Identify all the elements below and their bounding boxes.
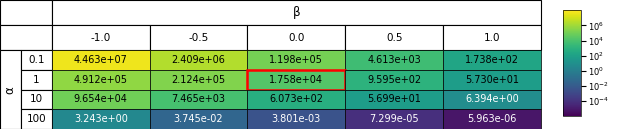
Text: 1.738e+02: 1.738e+02 [465, 55, 519, 65]
Text: 1: 1 [33, 75, 40, 85]
Text: 3.801e-03: 3.801e-03 [272, 114, 321, 124]
Bar [52, 90, 150, 109]
Bar [0, 25, 52, 50]
Bar [52, 0, 541, 25]
Text: 4.912e+05: 4.912e+05 [74, 75, 128, 85]
Bar [345, 90, 443, 109]
Bar [443, 109, 541, 129]
Bar [345, 109, 443, 129]
Text: 3.243e+00: 3.243e+00 [74, 114, 128, 124]
Text: 6.073e+02: 6.073e+02 [269, 94, 323, 104]
Bar [150, 70, 248, 90]
Bar [150, 90, 248, 109]
Bar [20, 90, 52, 109]
Bar [248, 25, 345, 50]
Text: 3.745e-02: 3.745e-02 [174, 114, 223, 124]
Bar [52, 50, 150, 70]
Text: 5.699e+01: 5.699e+01 [367, 94, 421, 104]
Bar [20, 109, 52, 129]
Text: 7.465e+03: 7.465e+03 [172, 94, 225, 104]
Bar [150, 109, 248, 129]
Text: 9.654e+04: 9.654e+04 [74, 94, 128, 104]
Bar [52, 25, 150, 50]
Bar [443, 25, 541, 50]
Text: 2.124e+05: 2.124e+05 [172, 75, 226, 85]
Text: 4.463e+07: 4.463e+07 [74, 55, 128, 65]
Text: 1.198e+05: 1.198e+05 [269, 55, 323, 65]
Text: 10: 10 [29, 94, 43, 104]
Bar [150, 25, 248, 50]
Text: β: β [292, 6, 300, 19]
Bar [248, 90, 345, 109]
Bar [443, 90, 541, 109]
Text: -0.5: -0.5 [188, 33, 209, 43]
Bar [443, 70, 541, 90]
Bar [0, 0, 52, 25]
Text: 5.730e+01: 5.730e+01 [465, 75, 519, 85]
Text: 4.613e+03: 4.613e+03 [367, 55, 421, 65]
Text: 0.5: 0.5 [386, 33, 403, 43]
Text: 7.299e-05: 7.299e-05 [369, 114, 419, 124]
Bar [248, 109, 345, 129]
Text: 2.409e+06: 2.409e+06 [172, 55, 225, 65]
Bar [443, 50, 541, 70]
Bar [20, 70, 52, 90]
Bar [345, 70, 443, 90]
Text: 1.758e+04: 1.758e+04 [269, 75, 323, 85]
Bar [345, 50, 443, 70]
Bar [345, 25, 443, 50]
Text: 0.0: 0.0 [288, 33, 305, 43]
Text: 1.0: 1.0 [484, 33, 500, 43]
Bar [20, 50, 52, 70]
Bar [150, 50, 248, 70]
Bar [52, 109, 150, 129]
Text: 100: 100 [26, 114, 46, 124]
Bar [248, 70, 345, 90]
Text: 0.1: 0.1 [28, 55, 45, 65]
Bar [248, 50, 345, 70]
Bar [52, 70, 150, 90]
Bar [0, 50, 20, 129]
Text: 6.394e+00: 6.394e+00 [465, 94, 519, 104]
Text: α: α [4, 86, 17, 94]
Text: -1.0: -1.0 [91, 33, 111, 43]
Text: 9.595e+02: 9.595e+02 [367, 75, 421, 85]
Text: 5.963e-06: 5.963e-06 [467, 114, 516, 124]
